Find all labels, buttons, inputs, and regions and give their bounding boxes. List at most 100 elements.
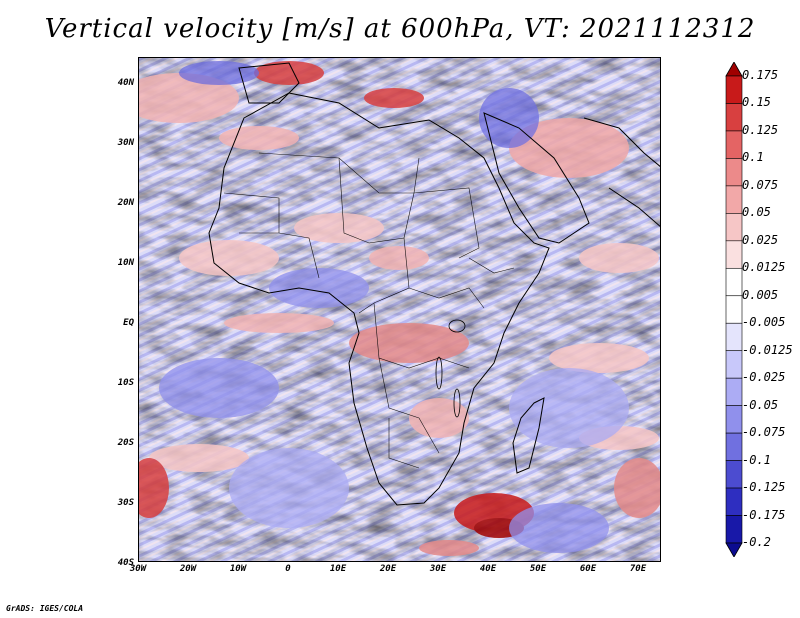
country-border	[408, 287, 485, 309]
colorbar-segment	[725, 432, 743, 461]
country-border	[378, 357, 440, 454]
country-border	[223, 192, 280, 234]
colorbar-segment	[725, 322, 743, 352]
lat-tick-label: 20S	[117, 438, 134, 448]
updraft-patch	[549, 343, 649, 373]
arabia-coastline	[483, 112, 590, 244]
downdraft-patch	[229, 448, 349, 528]
colorbar-segment	[725, 350, 743, 379]
colorbar-level-label: -0.075	[742, 425, 786, 440]
updraft-patch	[369, 246, 429, 270]
velocity-field-map	[139, 58, 660, 561]
country-borders	[223, 152, 515, 469]
lake-victoria	[448, 319, 466, 333]
country-border	[258, 152, 420, 194]
lon-tick-label: 70E	[629, 564, 647, 574]
country-border	[413, 187, 480, 259]
colorbar-level-label: -0.025	[742, 370, 786, 385]
lon-tick-label: 20E	[379, 564, 397, 574]
lon-tick-label: 30E	[429, 564, 447, 574]
lat-tick-label: 40N	[117, 78, 134, 88]
downdraft-patch	[509, 368, 629, 448]
lake-outlines	[435, 319, 466, 418]
lat-tick-label: 10S	[117, 378, 134, 388]
lon-tick-label: 60E	[579, 564, 597, 574]
colorbar-level-label: -0.175	[742, 507, 786, 522]
updraft-patch	[224, 313, 334, 333]
country-border	[358, 237, 410, 314]
lat-tick-label: 30N	[117, 138, 134, 148]
colorbar-segment	[725, 158, 743, 187]
lat-tick-label: 30S	[117, 498, 134, 508]
colorbar-bottom-arrow	[725, 542, 743, 557]
colorbar-segment	[725, 185, 743, 214]
lake-malawi	[453, 388, 461, 418]
colorbar	[725, 62, 743, 557]
colorbar-segment	[725, 515, 743, 544]
colorbar-level-label: 0.175	[742, 68, 779, 82]
lon-tick-label: 0	[285, 564, 291, 574]
colorbar-level-label: 0.1	[742, 150, 764, 165]
colorbar-segment	[725, 213, 743, 242]
africa-coastline	[208, 92, 550, 506]
country-border	[338, 157, 415, 244]
iberia-coastline	[238, 62, 300, 104]
coastlines	[208, 62, 660, 506]
updraft-patch	[579, 243, 659, 273]
lat-tick-label: 20N	[117, 198, 134, 208]
lon-tick-label: 10E	[329, 564, 347, 574]
updraft-patch	[349, 323, 469, 363]
colorbar-level-label: 0.005	[742, 287, 779, 302]
colorbar-level-label: -0.2	[742, 535, 771, 549]
lon-tick-label: 40E	[479, 564, 497, 574]
updraft-patch	[139, 73, 239, 123]
updraft-patch	[139, 458, 169, 518]
updraft-patch	[364, 88, 424, 108]
colorbar-level-label: 0.05	[742, 205, 771, 220]
downdraft-patches	[159, 61, 629, 553]
colorbar-level-label: -0.05	[742, 397, 779, 412]
asia-coastline	[583, 117, 660, 227]
country-border	[373, 302, 470, 369]
map-plot-area	[138, 57, 661, 562]
updraft-patches	[139, 61, 660, 556]
colorbar-segment	[725, 103, 743, 132]
colorbar-level-label: 0.125	[742, 122, 779, 137]
colorbar-level-label: -0.0125	[742, 342, 793, 357]
colorbar-level-label: -0.1	[742, 452, 771, 467]
updraft-patch	[509, 118, 629, 178]
chart-title: Vertical velocity [m/s] at 600hPa, VT: 2…	[44, 14, 756, 44]
colorbar-segment	[725, 377, 743, 406]
colorbar-level-label: -0.125	[742, 480, 786, 495]
country-border	[388, 418, 420, 469]
colorbar-segment	[725, 295, 743, 324]
downdraft-patch	[179, 61, 259, 85]
colorbar-segment	[725, 267, 743, 297]
updraft-patch	[149, 444, 249, 472]
colorbar-level-label: 0.0125	[742, 260, 786, 275]
lat-tick-label: 10N	[117, 258, 134, 268]
colorbar-segment	[725, 487, 743, 516]
country-border	[468, 257, 515, 274]
country-border	[278, 232, 320, 279]
colorbar-segment	[725, 75, 743, 104]
updraft-patch	[219, 126, 299, 150]
madagascar-coastline	[512, 397, 545, 474]
updraft-patch	[179, 240, 279, 276]
colorbar-segment	[725, 130, 743, 159]
updraft-patch	[419, 540, 479, 556]
colorbar-segment	[725, 240, 743, 269]
colorbar-level-label: 0.15	[742, 95, 771, 110]
downdraft-patch	[479, 88, 539, 148]
lon-tick-label: 50E	[529, 564, 547, 574]
updraft-patch	[294, 213, 384, 243]
colorbar-segment	[725, 460, 743, 489]
downdraft-patch	[159, 358, 279, 418]
lat-tick-label: EQ	[123, 318, 134, 328]
lon-tick-label: 30W	[129, 564, 147, 574]
colorbar-segments	[725, 62, 743, 557]
colorbar-top-arrow	[725, 62, 743, 77]
colorbar-segment	[725, 405, 743, 434]
colorbar-level-label: 0.025	[742, 232, 779, 247]
downdraft-patch	[269, 268, 369, 308]
